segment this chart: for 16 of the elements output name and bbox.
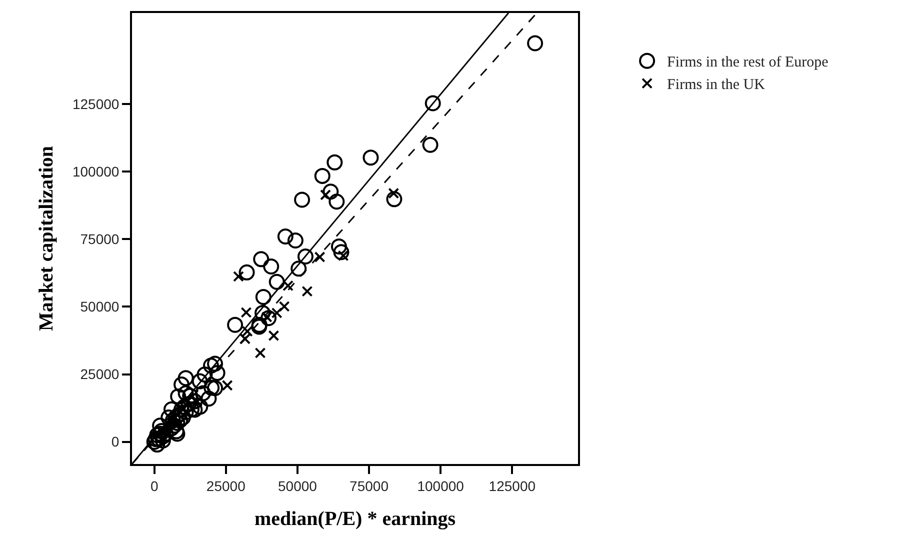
- x-tick-label: 75000: [350, 478, 389, 494]
- y-tick-label: 75000: [80, 231, 120, 248]
- x-axis-title: median(P/E) * earnings: [254, 508, 456, 530]
- x-tick-label: 25000: [206, 478, 246, 494]
- legend-label: Firms in the UK: [667, 77, 766, 94]
- x-tick-label: 50000: [278, 478, 318, 494]
- x-tick-label: 125000: [488, 478, 536, 494]
- y-tick-label: 25000: [80, 366, 120, 382]
- y-tick-label: 50000: [80, 298, 120, 315]
- legend-label: Firms in the rest of Europe: [667, 54, 829, 71]
- y-tick-label: 100000: [72, 164, 120, 180]
- y-axis-title: Market capitalization: [35, 146, 58, 331]
- y-tick-label: 0: [111, 434, 120, 450]
- x-tick-label: 0: [150, 478, 158, 494]
- x-tick-label: 100000: [417, 478, 464, 494]
- y-tick-label: 125000: [72, 96, 120, 112]
